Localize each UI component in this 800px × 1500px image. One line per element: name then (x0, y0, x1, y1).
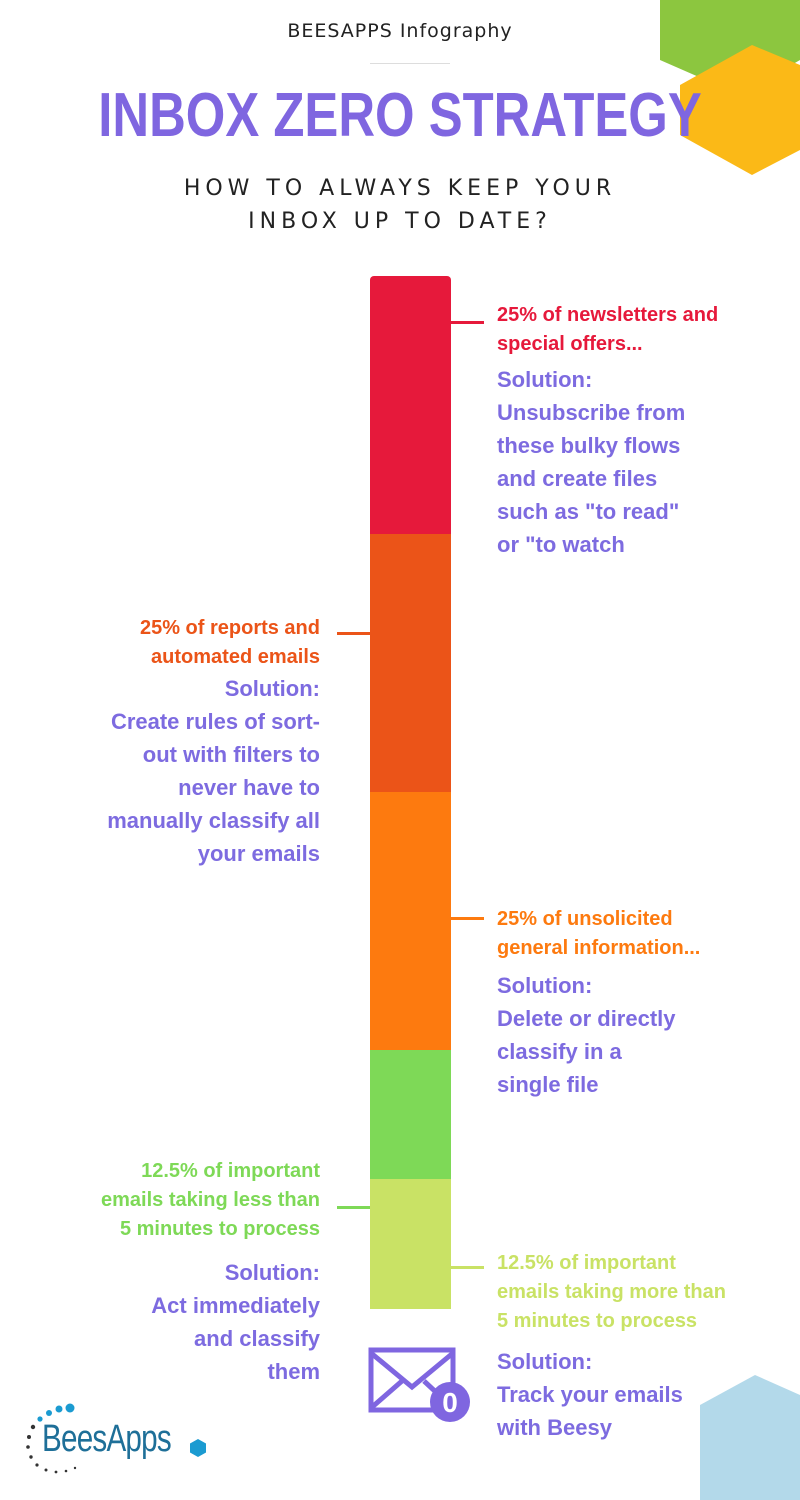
segment-solution-newsletters: Solution: Unsubscribe from these bulky f… (497, 367, 686, 557)
bar-segment-newsletters (370, 276, 451, 535)
bar-segment-quick-emails (370, 1050, 451, 1180)
envelope-badge-count: 0 (442, 1387, 458, 1418)
bar-segment-reports (370, 534, 451, 793)
connector-tick-quick-emails (337, 1206, 370, 1209)
bar-segment-unsolicited (370, 792, 451, 1051)
segment-label-reports: 25% of reports and automated emails (139, 617, 320, 668)
connector-tick-reports (337, 632, 370, 635)
logo-dots-icon (26, 1403, 77, 1474)
logo-hexagon-icon (190, 1439, 206, 1457)
connector-tick-newsletters (451, 321, 484, 324)
logo-text: BeesApps (42, 1418, 172, 1460)
page-title: INBOX ZERO STRATEGY (98, 81, 702, 150)
segment-label-unsolicited: 25% of unsolicited general information..… (497, 908, 701, 959)
segment-solution-quick-emails: Solution: Act immediately and classify t… (151, 1260, 320, 1384)
blue-hexagon-decoration (700, 1375, 800, 1500)
segment-label-long-emails: 12.5% of important emails taking more th… (497, 1252, 726, 1332)
page-subtitle: HOW TO ALWAYS KEEP YOUR INBOX UP TO DATE… (183, 176, 617, 234)
beesapps-logo: BeesApps (22, 1400, 222, 1480)
segment-solution-long-emails: Solution: Track your emails with Beesy (497, 1349, 683, 1440)
brand-heading: BEESAPPS Infography (287, 20, 513, 42)
envelope-icon: 0 (368, 1347, 470, 1422)
header-divider (370, 63, 450, 64)
bar-segment-long-emails (370, 1179, 451, 1309)
segment-label-quick-emails: 12.5% of important emails taking less th… (101, 1160, 320, 1240)
connector-tick-unsolicited (451, 917, 484, 920)
segment-label-newsletters: 25% of newsletters and special offers... (497, 304, 719, 355)
connector-tick-long-emails (451, 1266, 484, 1269)
segment-solution-unsolicited: Solution: Delete or directly classify in… (497, 973, 676, 1097)
yellow-hexagon-decoration (680, 45, 800, 175)
segment-solution-reports: Solution: Create rules of sort- out with… (107, 676, 320, 866)
